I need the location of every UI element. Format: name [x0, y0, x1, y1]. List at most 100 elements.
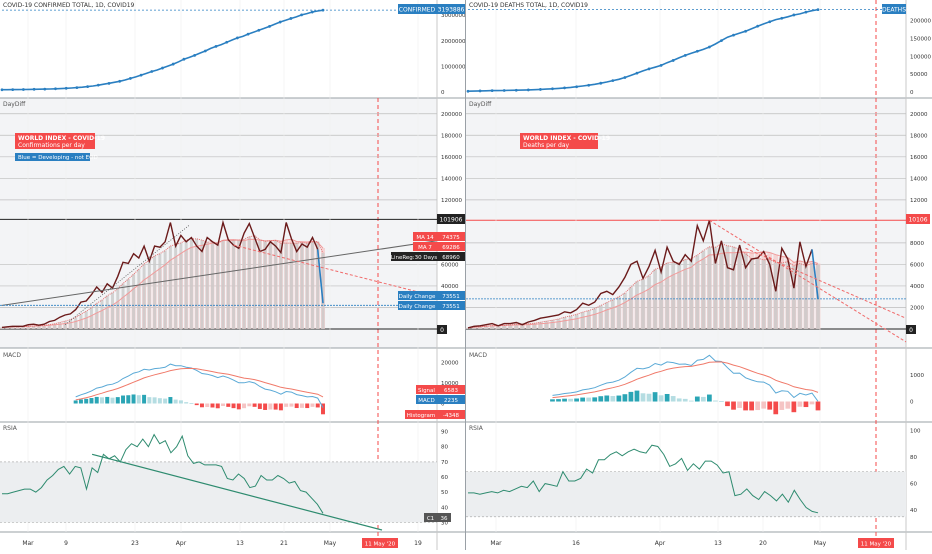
time-axis-label: 9: [64, 540, 68, 547]
total-point: [1, 88, 4, 91]
histogram-bar: [773, 402, 778, 415]
dd-axis-label: 18000: [910, 133, 928, 139]
histogram-bar: [683, 399, 688, 402]
rsi-axis-label: 100: [910, 429, 921, 435]
histogram-bar: [737, 402, 742, 408]
dd-axis-label: 200000: [441, 112, 462, 118]
time-axis-label: Mar: [490, 540, 502, 547]
histogram-bar: [105, 397, 109, 404]
ma7-bar: [95, 303, 98, 329]
ma7-bar: [708, 247, 712, 329]
ma14-value: 74375: [442, 235, 460, 241]
histogram-bar: [677, 398, 682, 401]
histogram-bar: [289, 404, 293, 407]
time-axis-label: May: [324, 540, 337, 547]
dd-axis-label: 180000: [441, 133, 462, 139]
total-point: [575, 85, 578, 88]
c1-value: 36: [441, 516, 448, 522]
histogram-bar: [616, 396, 621, 402]
total-point: [491, 89, 494, 92]
histogram-bar: [142, 395, 146, 404]
total-point: [708, 46, 711, 49]
macd-line: [553, 355, 819, 401]
histogram-bar: [247, 404, 251, 407]
histogram-bar: [785, 402, 790, 409]
ma7-bar: [311, 242, 314, 329]
histogram-bar: [647, 394, 652, 402]
dd-axis-label: 2000: [910, 305, 924, 311]
ma7-bar: [285, 243, 288, 329]
histogram-bar: [713, 401, 718, 402]
ma7-bar: [701, 251, 705, 329]
left-chart-title: COVID-19 CONFIRMED TOTAL, 1D, COVID19: [3, 2, 135, 9]
total-point: [768, 20, 771, 23]
histogram-bar: [200, 404, 204, 408]
dd-axis-label: 160000: [441, 155, 462, 161]
histogram-bar: [195, 404, 199, 406]
ma7-bar: [599, 305, 603, 329]
ma7-bar: [190, 239, 193, 329]
histogram-bar: [74, 400, 78, 403]
histogram-bar: [689, 401, 694, 402]
ma7-bar: [111, 293, 114, 329]
dd-axis-label: 8000: [910, 241, 924, 247]
ma7-bar: [227, 241, 230, 329]
right-dd-panel-label: DayDiff: [469, 101, 492, 108]
rsi-band: [0, 462, 437, 523]
right-chart[interactable]: 2000001500001000005000002000018000160001…: [466, 0, 932, 550]
total-point: [11, 88, 14, 91]
histogram-bar: [242, 404, 246, 409]
time-axis-label: 20: [759, 540, 767, 547]
total-point: [587, 84, 590, 87]
ma7-bar: [143, 264, 146, 329]
ma7-bar: [623, 293, 627, 329]
histogram-bar: [767, 402, 772, 410]
histogram-bar: [725, 402, 730, 407]
daily-change-1-value: 73551: [442, 294, 460, 300]
ma7-bar: [738, 250, 742, 329]
histogram-bar: [810, 402, 815, 405]
left-confirmed-label: CONFIRMED: [399, 7, 436, 14]
left-zero-value: 0: [440, 327, 444, 334]
signal-value: 6583: [444, 388, 458, 394]
c1-label: C1: [427, 516, 434, 522]
left-chart[interactable]: 3000000200000010000000200000180000160000…: [0, 0, 466, 550]
ma7-bar: [665, 263, 669, 329]
ma7-bar: [635, 281, 639, 329]
ma7-bar: [164, 251, 167, 329]
total-line: [468, 10, 818, 92]
dd-axis-label: 20000: [910, 112, 928, 118]
total-point: [732, 34, 735, 37]
ma7-bar: [641, 279, 645, 329]
ma7-label: MA 7: [418, 245, 432, 251]
total-point: [161, 67, 164, 70]
ma7-bar: [290, 243, 293, 329]
total-point: [660, 64, 663, 67]
histogram-bar: [205, 404, 209, 408]
ma7-bar: [106, 296, 109, 329]
ma7-bar: [206, 242, 209, 329]
total-point: [636, 72, 639, 75]
total-point: [54, 87, 57, 90]
ma7-bar: [64, 321, 67, 329]
histogram-bar: [226, 404, 230, 407]
total-point: [611, 79, 614, 82]
total-point: [696, 50, 699, 53]
histogram-bar: [300, 404, 304, 408]
total-point: [118, 80, 121, 83]
total-point: [129, 77, 132, 80]
macd-label: MACD: [418, 398, 435, 404]
right-deaths-label: DEATHS: [882, 7, 906, 14]
histogram-bar: [623, 394, 628, 401]
total-point: [467, 90, 470, 93]
time-axis-label: Mar: [22, 540, 34, 547]
histogram-bar: [635, 391, 640, 402]
left-index-sub: Confirmations per day: [18, 142, 85, 149]
histogram-bar: [791, 402, 796, 413]
total-point: [648, 68, 651, 71]
histogram-label: Histogram: [407, 413, 436, 419]
ma7-bar: [732, 247, 736, 329]
total-point: [503, 89, 506, 92]
histogram-bar: [719, 401, 724, 402]
